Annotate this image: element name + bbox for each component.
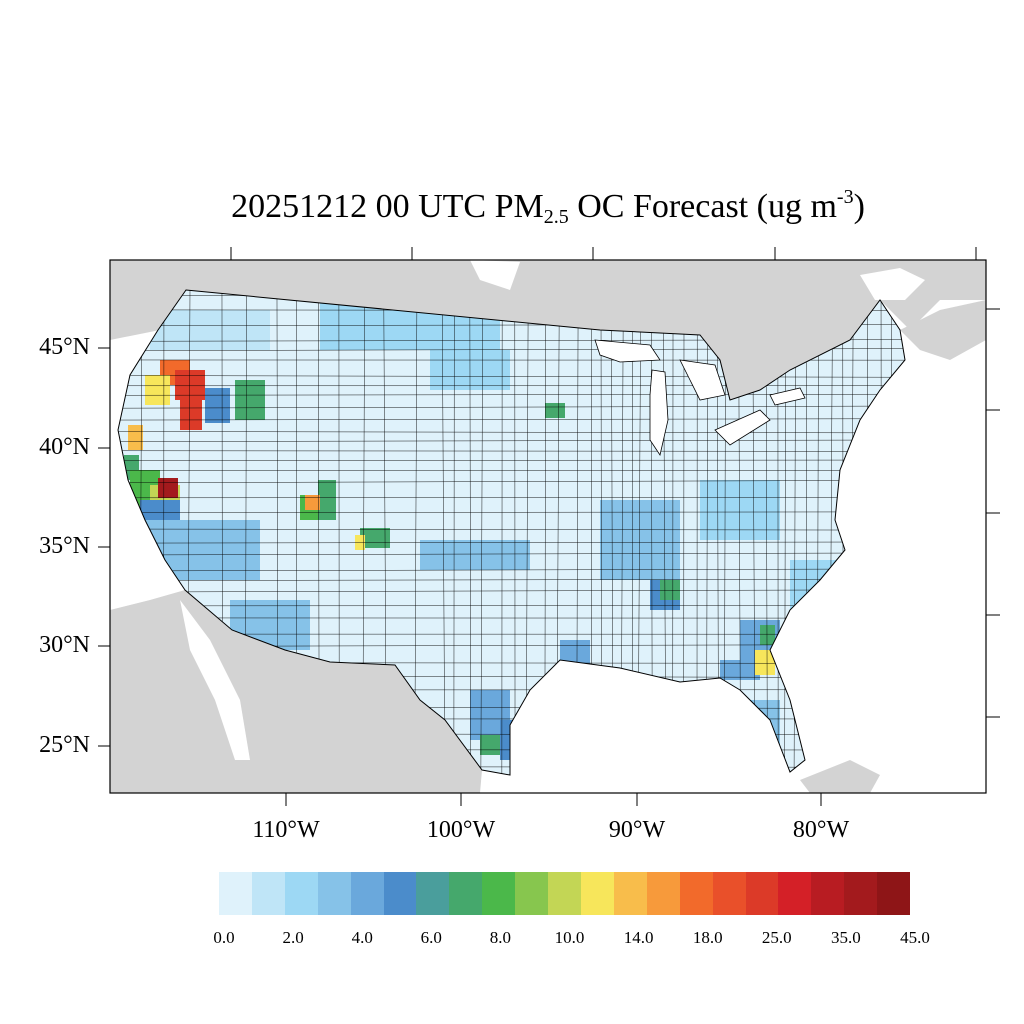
colorbar-swatch-2 [284, 872, 318, 915]
colorbar-swatch-3 [317, 872, 351, 915]
county-patch [420, 540, 530, 570]
county-patch [158, 478, 178, 498]
axis-ticks [98, 247, 1000, 806]
county-patch [145, 375, 170, 405]
county-patch [205, 388, 230, 423]
county-boundary-line [469, 290, 472, 775]
canada-land [110, 260, 986, 400]
colorbar-swatch-20 [877, 872, 911, 915]
county-boundary-line [441, 290, 446, 775]
county-patch [600, 500, 680, 580]
colorbar-swatch-9 [515, 872, 549, 915]
county-patch [355, 535, 365, 550]
gulf-of-california [180, 600, 250, 760]
county-boundary-line [118, 450, 905, 452]
colorbar-swatch-10 [548, 872, 581, 915]
lake-huron [679, 359, 726, 401]
colorbar-swatch-0 [219, 872, 252, 915]
colorbar-label-3: 6.0 [420, 928, 442, 947]
colorbar-label-4: 8.0 [489, 928, 512, 947]
lat-label-30: 30°N [39, 632, 90, 658]
colorbar [219, 872, 911, 915]
county-boundary-line [118, 431, 905, 434]
county-patch [480, 735, 500, 755]
county-boundary-line [118, 439, 905, 442]
county-boundary-line [118, 589, 905, 593]
county-patch [128, 425, 143, 450]
colorbar-label-1: 2.0 [282, 928, 304, 947]
lon-label-80w: 80°W [792, 817, 850, 843]
county-boundary-line [118, 552, 905, 556]
lat-label-35: 35°N [39, 533, 90, 559]
colorbar-swatch-4 [350, 872, 384, 915]
colorbar-label-9: 35.0 [831, 928, 861, 947]
colorbar-label-10: 45.0 [900, 928, 930, 947]
county-boundary-line [118, 541, 905, 544]
cuba-land [800, 760, 880, 793]
colorbar-swatch-13 [646, 872, 680, 915]
lake-ontario [769, 387, 806, 406]
colorbar-label-7: 18.0 [692, 928, 723, 947]
lon-label-110w: 110°W [252, 817, 320, 843]
lake-superior [594, 339, 661, 363]
lon-label-90w: 90°W [608, 817, 666, 843]
colorbar-label-8: 25.0 [761, 928, 792, 947]
colorbar-swatch-1 [251, 872, 285, 915]
colorbar-label-0: 0.0 [213, 928, 235, 947]
colorbar-swatch-6 [416, 872, 450, 915]
county-patch [305, 495, 320, 510]
county-boundary-line [118, 568, 905, 572]
lat-label-45: 45°N [39, 334, 90, 360]
colorbar-swatch-19 [844, 872, 878, 915]
county-patch [660, 580, 680, 600]
colorbar-label-2: 4.0 [351, 928, 373, 947]
county-boundary-line [118, 418, 905, 421]
colorbar-swatch-5 [383, 872, 417, 915]
map-title: 20251212 00 UTC PM2.5 OC Forecast (ug m-… [231, 186, 865, 228]
colorbar-swatch-16 [745, 872, 779, 915]
colorbar-swatch-11 [580, 872, 614, 915]
lake-erie [714, 409, 771, 446]
county-boundary-line [118, 405, 905, 409]
canada-lake [470, 260, 520, 290]
colorbar-swatch-8 [482, 872, 516, 915]
county-patch [755, 650, 775, 675]
gulf-of-st-lawrence [860, 268, 925, 300]
county-patch [180, 395, 202, 430]
county-boundary-line [118, 480, 905, 484]
atlantic-canada-land [900, 300, 986, 360]
colorbar-swatch-7 [449, 872, 483, 915]
county-patch [700, 480, 780, 540]
county-boundary-line [118, 578, 905, 581]
usa-outline [117, 289, 906, 776]
map-frame [109, 259, 987, 794]
lat-label-40: 40°N [39, 434, 90, 460]
colorbar-label-6: 14.0 [623, 928, 654, 947]
county-patch [318, 480, 336, 520]
county-patch [760, 625, 775, 645]
county-patch [150, 310, 270, 350]
lon-label-100w: 100°W [426, 817, 496, 843]
county-boundary-line [480, 290, 484, 775]
colorbar-swatch-15 [712, 872, 746, 915]
lake-michigan [649, 369, 669, 456]
lat-label-25: 25°N [39, 732, 90, 758]
county-boundary-line [118, 528, 905, 531]
usa-land [118, 290, 905, 775]
colorbar-swatch-17 [778, 872, 812, 915]
county-patch [545, 403, 565, 418]
colorbar-label-5: 10.0 [554, 928, 585, 947]
county-patch [235, 380, 265, 420]
colorbar-swatch-14 [679, 872, 713, 915]
county-boundary-line [118, 511, 905, 513]
colorbar-swatch-12 [613, 872, 647, 915]
county-patch [360, 528, 390, 548]
colorbar-swatch-18 [811, 872, 845, 915]
